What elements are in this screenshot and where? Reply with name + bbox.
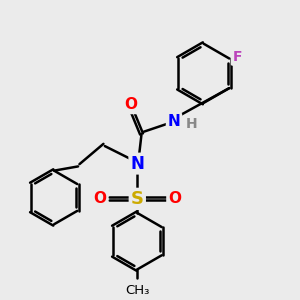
Text: F: F <box>232 50 242 64</box>
Text: N: N <box>130 154 144 172</box>
Text: N: N <box>168 114 180 129</box>
Text: O: O <box>124 98 137 112</box>
Text: H: H <box>186 117 197 131</box>
Text: O: O <box>94 191 106 206</box>
Text: S: S <box>131 190 144 208</box>
Text: O: O <box>168 191 181 206</box>
Text: CH₃: CH₃ <box>125 284 149 297</box>
